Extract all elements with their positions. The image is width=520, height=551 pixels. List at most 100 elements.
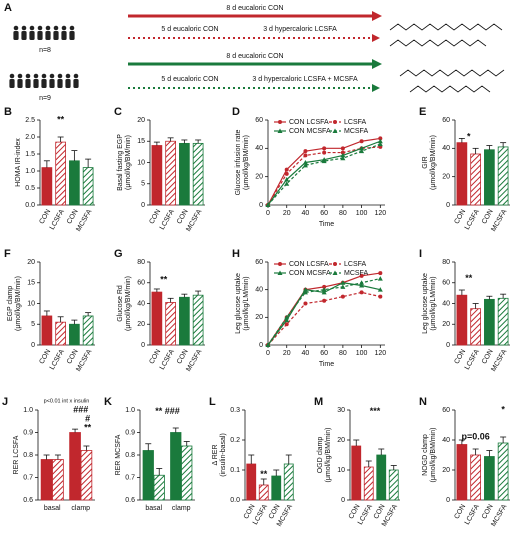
marker: [359, 290, 364, 295]
y-axis-title: (μmol/kg/BM/min): [430, 428, 437, 483]
person-head: [69, 25, 75, 31]
person-head: [61, 25, 67, 31]
marker: [377, 287, 383, 292]
y-tick-label: 20: [442, 174, 450, 181]
marker: [302, 162, 308, 168]
marker: [359, 148, 365, 154]
bar: [388, 469, 399, 501]
marker: [321, 287, 327, 292]
bar: [40, 459, 53, 501]
person-head: [21, 25, 27, 31]
x-tick-label: CON: [176, 208, 190, 225]
y-tick-label: 0.0: [25, 202, 35, 209]
x-tick-label: CON: [38, 208, 52, 225]
x-tick-label: CON: [66, 348, 80, 365]
y-tick-label: 0: [259, 342, 263, 349]
panel-label: A: [4, 2, 12, 14]
y-tick-label: 15: [27, 280, 35, 287]
person-head: [65, 73, 71, 79]
person-body: [45, 31, 51, 40]
y-tick-label: 1.5: [25, 151, 35, 158]
bar: [192, 294, 204, 346]
molecule: [389, 39, 487, 47]
y-axis-title: NOGD clamp: [422, 434, 429, 476]
person-body: [25, 79, 31, 88]
y-tick-label: 40: [442, 300, 450, 307]
y-tick-label: 0.9: [23, 429, 33, 436]
y-tick-label: 0.7: [125, 474, 135, 481]
legend-marker: [278, 120, 282, 124]
bar: [165, 140, 176, 206]
panel-label: F: [4, 248, 11, 260]
legend-label: CON LCSFA: [289, 119, 329, 126]
y-tick-label: 60: [137, 280, 145, 287]
y-tick-label: 1.0: [25, 168, 35, 175]
y-axis-title: (μmol/kg/BM/min): [243, 135, 250, 190]
person-body: [13, 31, 19, 40]
marker: [303, 149, 308, 154]
y-tick-label: 40: [137, 300, 145, 307]
molecule: [399, 69, 505, 77]
panel-label: C: [114, 106, 122, 118]
marker: [284, 322, 289, 327]
marker: [302, 287, 308, 292]
marker: [378, 136, 383, 141]
legend-label: LCSFA: [344, 119, 367, 126]
x-tick-label: 80: [339, 210, 347, 217]
x-tick-label: CON: [453, 503, 467, 520]
person-head: [53, 25, 59, 31]
x-tick-label: 100: [356, 210, 368, 217]
y-tick-label: 0: [141, 342, 145, 349]
annotation: *: [467, 131, 471, 141]
person-body: [17, 79, 23, 88]
y-axis-title: (insulin-basal): [220, 433, 227, 477]
y-tick-label: 0: [259, 202, 263, 209]
y-tick-label: 30: [337, 407, 345, 414]
annotation: p<0.01 int x insulin: [44, 398, 90, 404]
marker: [322, 146, 327, 151]
x-tick-label: 0: [266, 350, 270, 357]
y-tick-label: 0.9: [125, 429, 135, 436]
x-tick-label: CON: [453, 348, 467, 365]
marker: [359, 273, 364, 278]
x-tick-label: CON: [66, 208, 80, 225]
x-tick-label: basal: [145, 505, 162, 512]
legend-marker: [333, 120, 337, 124]
y-tick-label: 10: [137, 159, 145, 166]
y-axis-title: (μmol/kg/BM/min): [125, 135, 132, 190]
person-body: [61, 31, 67, 40]
series-line: [267, 146, 381, 206]
legend-label: CON MCSFA: [289, 270, 331, 277]
molecule: [389, 23, 503, 31]
x-tick-label: 20: [283, 350, 291, 357]
bar: [153, 474, 165, 501]
person-head: [73, 73, 79, 79]
y-tick-label: 5: [31, 321, 35, 328]
arrow-label: 5 d eucaloric CON: [161, 26, 218, 33]
y-axis-title: HOMA IR-index: [15, 138, 22, 187]
x-tick-label: 20: [283, 210, 291, 217]
bar: [69, 323, 80, 346]
y-tick-label: 0.1: [230, 467, 240, 474]
person-head: [37, 25, 43, 31]
marker: [340, 150, 345, 155]
bar: [69, 432, 81, 501]
bar: [82, 167, 94, 206]
arrowhead: [372, 34, 380, 42]
annotation: ** ###: [155, 406, 180, 416]
y-tick-label: 80: [137, 259, 145, 266]
marker: [284, 317, 290, 323]
bar: [246, 463, 257, 501]
bar: [55, 141, 66, 206]
marker: [284, 314, 290, 320]
person-head: [29, 25, 35, 31]
y-tick-label: 0.5: [25, 185, 35, 192]
y-tick-label: 60: [255, 259, 263, 266]
arrowhead: [372, 84, 380, 92]
person-body: [57, 79, 63, 88]
marker: [284, 167, 289, 172]
x-tick-label: CON: [148, 208, 162, 225]
panel-label: K: [104, 396, 112, 408]
x-tick-label: basal: [44, 505, 61, 512]
bar: [484, 456, 495, 501]
